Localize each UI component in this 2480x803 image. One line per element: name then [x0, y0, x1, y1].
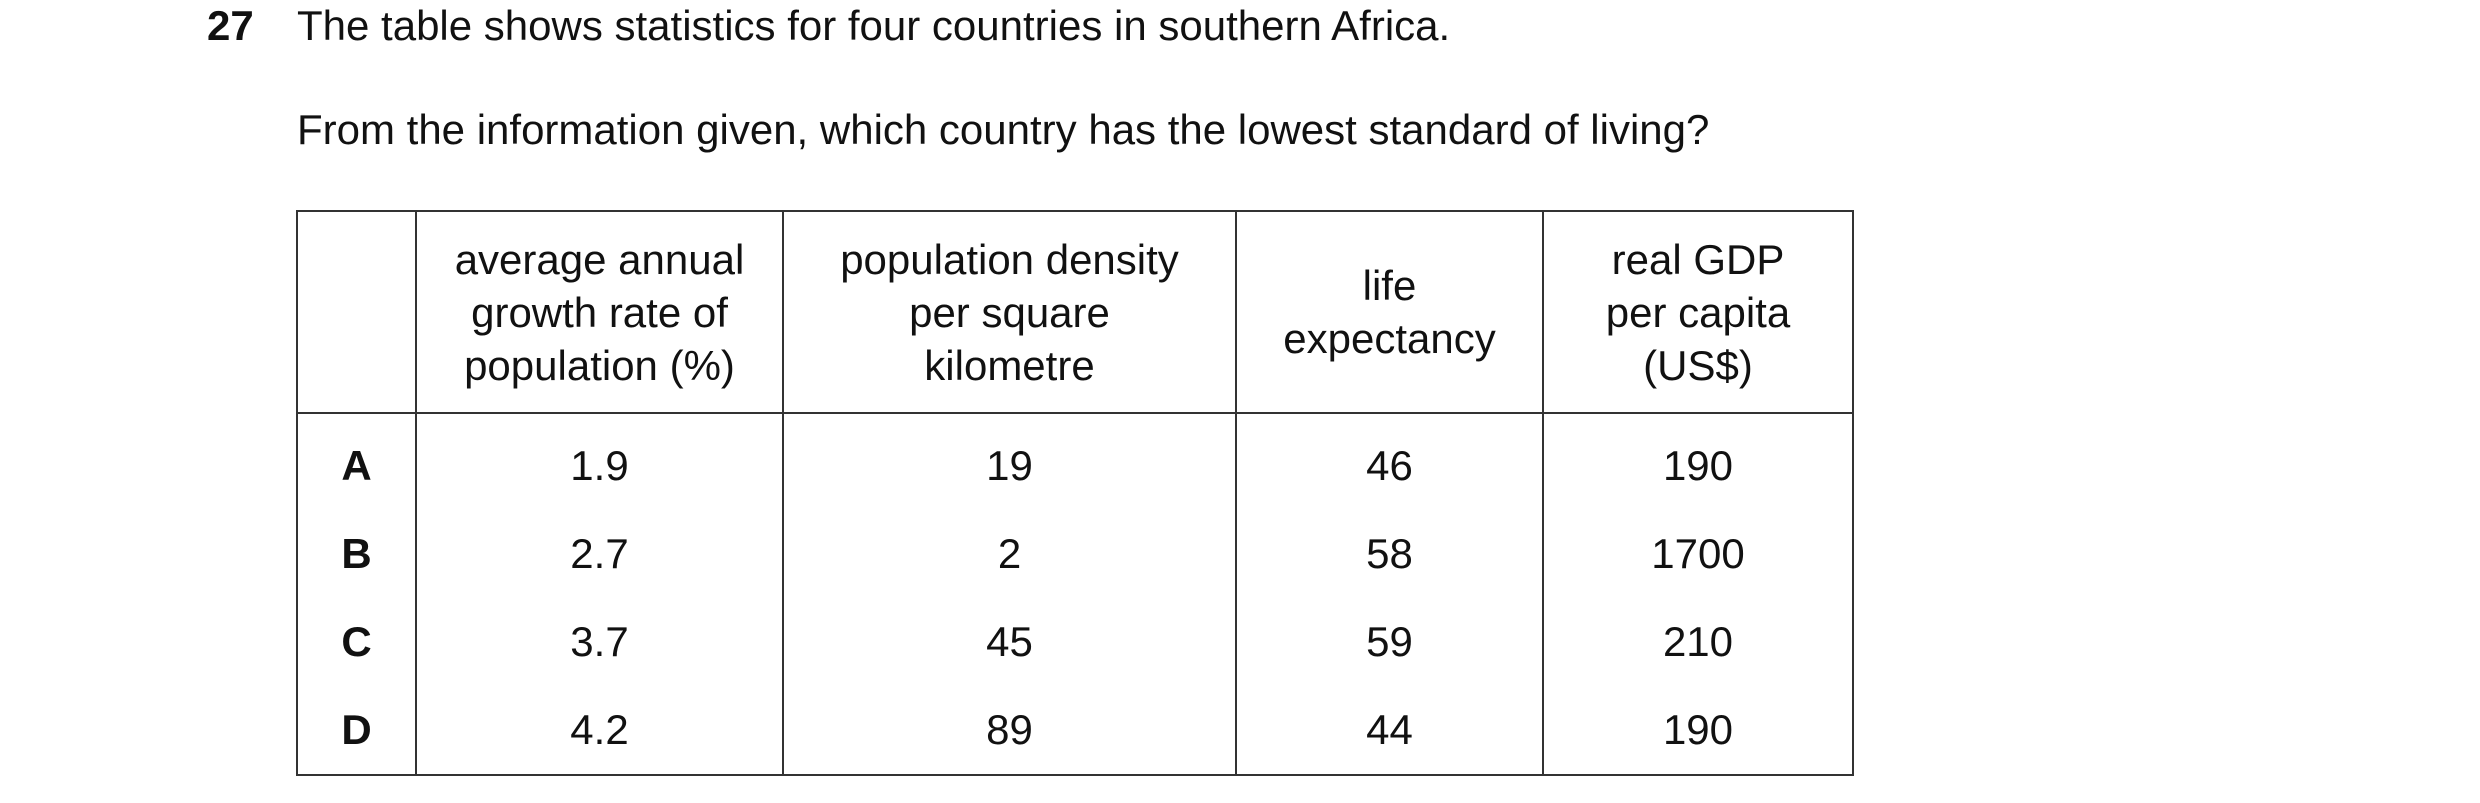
cell: 1.9: [415, 413, 784, 510]
table-row: D 4.2 89 44 190: [296, 686, 1854, 776]
cell: 58: [1235, 510, 1544, 598]
cell: 46: [1235, 413, 1544, 510]
table-row: A 1.9 19 46 190: [296, 413, 1854, 510]
header-line: population density: [840, 235, 1179, 283]
cell: 2: [782, 510, 1237, 598]
header-line: per capita: [1605, 288, 1791, 336]
cell: 210: [1542, 598, 1854, 686]
cell: 44: [1235, 686, 1544, 776]
cell: 190: [1542, 686, 1854, 776]
row-label: B: [296, 510, 417, 598]
cell: 3.7: [415, 598, 784, 686]
cell: 59: [1235, 598, 1544, 686]
row-label: D: [296, 686, 417, 776]
header-line: kilometre: [924, 341, 1095, 389]
cell: 190: [1542, 413, 1854, 510]
row-label: C: [296, 598, 417, 686]
cell: 45: [782, 598, 1237, 686]
header-line: per square: [909, 288, 1110, 336]
cell: 2.7: [415, 510, 784, 598]
cell: 1700: [1542, 510, 1854, 598]
header-line: (US$): [1643, 341, 1753, 389]
cell: 19: [782, 413, 1237, 510]
header-line: growth rate of: [471, 288, 728, 336]
statistics-table: average annual growth rate of population (…: [296, 210, 1854, 776]
row-label: A: [296, 413, 417, 510]
table-row: C 3.7 45 59 210: [296, 598, 1854, 686]
header-line: life: [1362, 262, 1417, 309]
header-cell: life expectancy: [1235, 210, 1544, 414]
cell: 89: [782, 686, 1237, 776]
header-line: expectancy: [1283, 315, 1496, 362]
header-row: average annual growth rate of population (…: [296, 210, 1854, 414]
header-line: population (%): [464, 341, 735, 389]
header-cell: real GDP per capita (US$): [1542, 210, 1854, 414]
question-text: The table shows statistics for four coun…: [297, 2, 1451, 49]
table-row: B 2.7 2 58 1700: [296, 510, 1854, 598]
header-line: average annual: [454, 235, 745, 283]
header-cell: [296, 210, 417, 414]
header-cell: population density per square kilometre: [782, 210, 1237, 414]
header-line: real GDP: [1611, 235, 1785, 283]
question-number: 27: [207, 2, 254, 49]
question-instruction: From the information given, which countr…: [297, 106, 1710, 153]
header-cell: average annual growth rate of population (…: [415, 210, 784, 414]
cell: 4.2: [415, 686, 784, 776]
